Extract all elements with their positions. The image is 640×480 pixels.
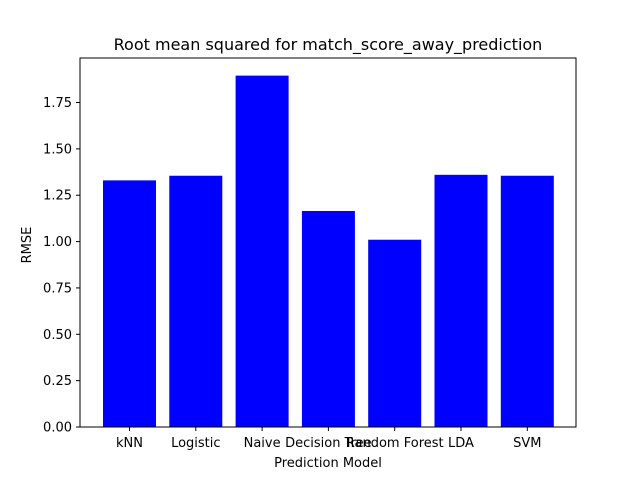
- bar-random-forest: [368, 239, 422, 427]
- bar-knn: [103, 180, 156, 427]
- x-tick-label: Naive: [244, 436, 281, 451]
- y-tick-label: 0.00: [43, 421, 72, 436]
- y-axis-label: RMSE: [20, 227, 35, 264]
- y-tick-label: 0.50: [43, 328, 72, 343]
- y-tick-label: 1.00: [43, 235, 72, 250]
- y-tick-label: 0.25: [43, 374, 72, 389]
- y-tick-label: 1.50: [43, 142, 72, 157]
- bar-svm: [500, 175, 554, 427]
- y-axis-ticks: 0.00 0.25 0.50 0.75 1.00 1.25 1.50 1.75: [43, 96, 80, 436]
- x-tick-label: Random Forest: [346, 436, 444, 451]
- plot-frame: [79, 57, 577, 428]
- x-tick-label: Decision Tree: [285, 436, 372, 451]
- x-tick-label: SVM: [513, 436, 541, 451]
- bar-naive: [235, 75, 289, 428]
- bar-lda: [434, 174, 488, 427]
- bar-logistic: [169, 175, 223, 427]
- bars: [103, 75, 554, 428]
- y-tick-label: 1.75: [43, 96, 72, 111]
- x-tick-label: Logistic: [171, 436, 220, 451]
- x-tick-label: LDA: [448, 436, 474, 451]
- x-axis-label: Prediction Model: [274, 456, 382, 471]
- x-tick-label: kNN: [116, 436, 143, 451]
- y-tick-label: 1.25: [43, 189, 72, 204]
- chart-title: Root mean squared for match_score_away_p…: [114, 35, 543, 55]
- bar-decision-tree: [301, 210, 355, 427]
- y-tick-label: 0.75: [43, 281, 72, 296]
